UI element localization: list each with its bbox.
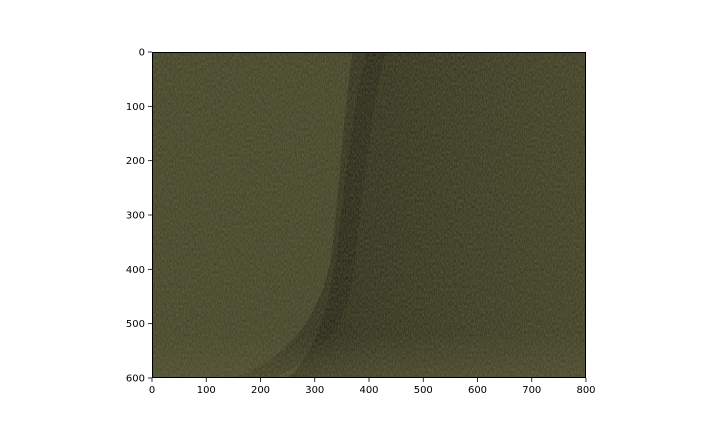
- axes-frame: [152, 52, 586, 378]
- texture-overlay: [152, 52, 586, 378]
- plot-area: [152, 52, 586, 378]
- x-tick-label: 200: [251, 385, 270, 396]
- y-tick-label: 100: [126, 102, 145, 113]
- y-tick-label: 500: [126, 319, 145, 330]
- y-tick-label: 600: [126, 374, 145, 385]
- y-tick-label: 200: [126, 156, 145, 167]
- x-tick-label: 600: [468, 385, 487, 396]
- y-axis: 0 100 200 300 400 500 600: [126, 48, 152, 385]
- x-tick-label: 400: [359, 385, 378, 396]
- y-tick-label: 0: [139, 48, 145, 59]
- x-tick-label: 500: [414, 385, 433, 396]
- x-tick-label: 100: [197, 385, 216, 396]
- y-tick-label: 400: [126, 265, 145, 276]
- x-tick-label: 300: [305, 385, 324, 396]
- x-tick-label: 700: [522, 385, 541, 396]
- y-tick-label: 300: [126, 211, 145, 222]
- x-tick-label: 0: [149, 385, 155, 396]
- x-tick-label: 800: [576, 385, 595, 396]
- x-axis: 0 100 200 300 400 500 600 700 800: [149, 378, 596, 396]
